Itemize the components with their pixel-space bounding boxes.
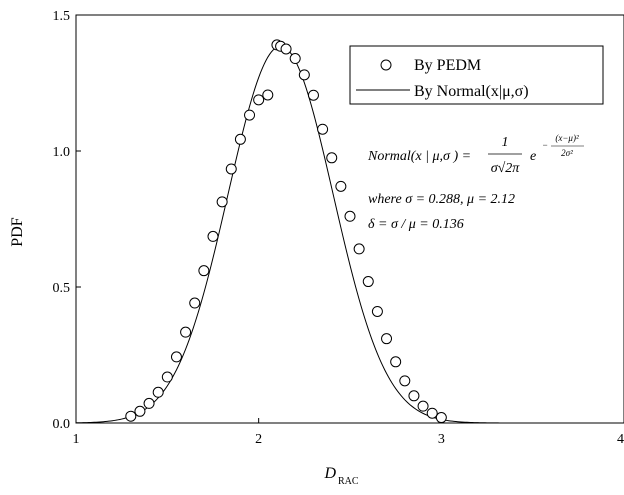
plot-frame	[75, 14, 624, 424]
params-line: where σ = 0.288, μ = 2.12	[368, 192, 515, 207]
legend: By PEDM By Normal(x|μ,σ)	[349, 45, 604, 105]
legend-box	[349, 45, 604, 105]
pedm-markers	[125, 39, 447, 424]
pedm-point	[390, 356, 402, 368]
pedm-point	[207, 230, 219, 242]
pedm-point	[161, 371, 173, 383]
pedm-point	[198, 265, 210, 277]
pedm-point	[362, 276, 374, 288]
pedm-point	[426, 407, 438, 419]
formula-denominator: σ√2π	[491, 161, 521, 176]
pedm-point	[225, 163, 237, 175]
x-axis-label-subscript: RAC	[338, 476, 359, 487]
y-axis-label: PDF	[9, 217, 26, 246]
pedm-point	[216, 196, 228, 208]
pedm-point	[408, 390, 420, 402]
pedm-point	[344, 210, 356, 222]
pedm-point	[244, 109, 256, 121]
x-tick-label-3: 3	[438, 432, 445, 447]
pedm-point	[152, 386, 164, 398]
formula-exp-base: e	[530, 149, 536, 164]
pedm-point	[399, 375, 411, 387]
formula-exp-denominator: 2σ²	[561, 148, 573, 158]
pedm-point	[317, 123, 329, 135]
pedm-point	[435, 412, 447, 424]
pedm-point	[253, 94, 265, 106]
formula-lhs: Normal(x | μ,σ ) =	[367, 149, 471, 164]
legend-label-normal: By Normal(x|μ,σ)	[414, 83, 529, 100]
y-tick-label-1.5: 1.5	[53, 9, 71, 24]
pedm-point	[170, 351, 182, 363]
axis-tick-labels: 1 2 3 4 0.0 0.5 1.0 1.5	[53, 9, 624, 447]
x-tick-label-1: 1	[73, 432, 80, 447]
y-tick-label-1.0: 1.0	[53, 145, 71, 160]
pedm-point	[234, 133, 246, 145]
pedm-point	[134, 405, 146, 417]
y-tick-label-0.0: 0.0	[53, 417, 71, 432]
x-tick-label-2: 2	[255, 432, 262, 447]
pedm-point	[262, 89, 274, 101]
formula-annotation: Normal(x | μ,σ ) = 1 σ√2π e − (x−μ)² 2σ²…	[367, 133, 584, 232]
pedm-point	[326, 152, 338, 164]
pedm-point	[371, 305, 383, 317]
legend-label-pedm: By PEDM	[414, 57, 481, 74]
pedm-point	[298, 69, 310, 81]
x-tick-label-4: 4	[617, 432, 624, 447]
formula-exp-sign: −	[542, 140, 548, 150]
formula-numerator: 1	[502, 135, 509, 150]
y-tick-label-0.5: 0.5	[53, 281, 71, 296]
pedm-point	[125, 410, 137, 422]
pedm-point	[335, 180, 347, 192]
legend-marker-pedm	[380, 59, 392, 71]
pedm-point	[289, 53, 301, 65]
delta-line: δ = σ / μ = 0.136	[368, 217, 464, 232]
pedm-point	[143, 397, 155, 409]
pedm-point	[307, 89, 319, 101]
pedm-point	[280, 43, 292, 55]
normal-curve-line	[75, 45, 624, 424]
x-axis-label: D	[323, 465, 336, 482]
pedm-point	[417, 400, 429, 412]
formula-exp-numerator: (x−μ)²	[555, 133, 579, 143]
pedm-point	[381, 333, 393, 345]
pedm-point	[189, 297, 201, 309]
pedm-point	[180, 326, 192, 338]
pedm-point	[353, 243, 365, 255]
